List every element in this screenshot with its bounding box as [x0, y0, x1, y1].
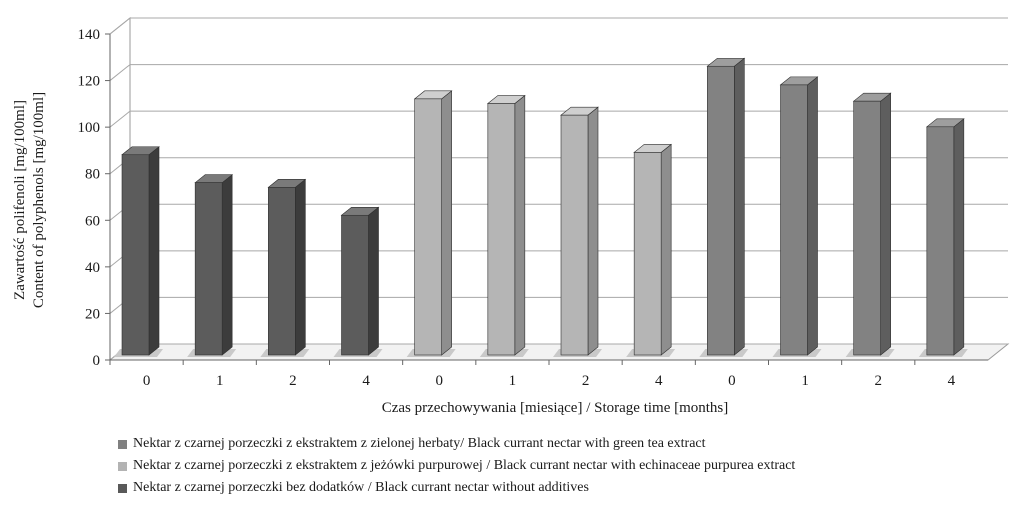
legend-item: Nektar z czarnej porzeczki z ekstraktem …	[118, 433, 1008, 455]
x-tick-label: 2	[289, 373, 297, 389]
bar-front	[194, 182, 223, 356]
x-tick-label: 0	[728, 373, 736, 389]
bar-side	[953, 118, 965, 356]
legend-swatch	[118, 461, 127, 471]
bar-front	[341, 214, 369, 356]
y-tick-label: 40	[85, 260, 100, 276]
gridline	[109, 64, 1008, 81]
legend: Nektar z czarnej porzeczki z ekstraktem …	[118, 433, 1008, 499]
bar	[706, 57, 746, 356]
bar-front	[926, 126, 955, 356]
bar	[779, 76, 819, 356]
bar-side	[441, 90, 452, 356]
bar-front	[560, 114, 589, 356]
y-tick-label: 80	[85, 167, 100, 183]
legend-item: Nektar z czarnej porzeczki z ekstraktem …	[118, 455, 1008, 477]
bar-side	[148, 146, 160, 356]
legend-swatch	[118, 483, 127, 493]
y-tick-label: 0	[93, 353, 101, 369]
x-tick-label: 1	[801, 373, 809, 389]
bar-side	[368, 206, 379, 356]
bar	[925, 118, 965, 356]
x-tick-label: 0	[143, 373, 151, 389]
bar-front	[633, 152, 662, 356]
bar	[267, 178, 307, 356]
bar	[486, 94, 526, 356]
legend-label: Nektar z czarnej porzeczki z ekstraktem …	[133, 436, 706, 451]
legend-swatch	[118, 439, 127, 449]
y-tick-label: 60	[85, 213, 100, 229]
bar	[852, 92, 892, 356]
bar-side	[880, 92, 891, 356]
bar-front	[121, 154, 150, 356]
x-tick-label: 1	[216, 373, 224, 389]
legend-item: Nektar z czarnej porzeczki bez dodatków …	[118, 477, 1008, 499]
bar-side	[295, 178, 306, 356]
bar-front	[780, 84, 808, 356]
x-tick-label: 0	[436, 373, 444, 389]
bar-side	[514, 94, 526, 356]
bar-front	[268, 187, 296, 356]
bar-side	[587, 106, 599, 356]
y-axis-title-line2: Content of polyphenols [mg/100ml]	[31, 92, 47, 308]
bar-side	[221, 174, 233, 356]
x-tick-label: 4	[655, 373, 663, 389]
bar-front	[487, 103, 516, 356]
bar	[121, 146, 160, 356]
bar	[413, 90, 453, 356]
bar	[340, 206, 380, 356]
y-tick-label: 20	[85, 306, 100, 322]
bars	[121, 57, 965, 356]
bar	[560, 106, 599, 356]
bar-side	[734, 57, 745, 356]
x-tick-label: 4	[362, 373, 370, 389]
x-tick-label: 1	[509, 373, 517, 389]
bar	[194, 174, 234, 356]
x-tick-label: 2	[875, 373, 883, 389]
y-tick-label: 140	[78, 27, 101, 43]
bar-side	[807, 76, 818, 356]
y-tick-labels: 0 20 40 60 80 100 120 140	[78, 27, 101, 369]
x-tick-labels: 0 1 2 4 0 1 2 4 0 1 2 4	[143, 373, 956, 389]
bar	[633, 143, 673, 356]
y-axis-title-line1: Zawartość polifenoli [mg/100ml]	[12, 100, 28, 300]
y-tick-label: 120	[78, 74, 101, 90]
x-axis-title: Czas przechowywania [miesiące] / Storage…	[382, 400, 729, 416]
gridline	[109, 17, 1008, 35]
y-tick-label: 100	[78, 120, 101, 136]
bar-side	[660, 143, 672, 356]
bar-front	[853, 100, 881, 356]
x-tick-label: 2	[582, 373, 590, 389]
bar-front	[414, 98, 442, 356]
x-tick-label: 4	[948, 373, 956, 389]
bar-front	[707, 65, 735, 356]
legend-label: Nektar z czarnej porzeczki z ekstraktem …	[133, 458, 796, 473]
legend-label: Nektar z czarnej porzeczki bez dodatków …	[133, 480, 589, 495]
